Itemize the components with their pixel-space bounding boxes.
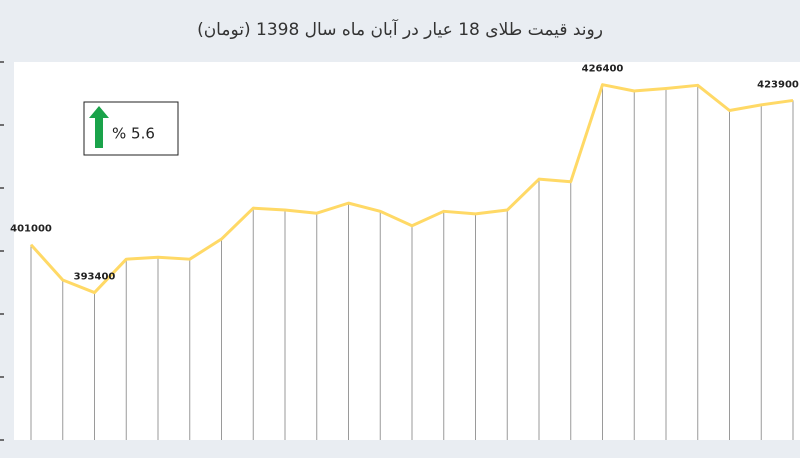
- change-box: % 5.6: [83, 101, 179, 156]
- data-label: 426400: [582, 64, 624, 75]
- data-label: 393400: [74, 272, 116, 283]
- chart-title: روند قیمت طلای 18 عیار در آبان ماه سال 1…: [197, 18, 603, 40]
- data-label: 401000: [10, 224, 52, 235]
- data-label: 423900: [757, 79, 799, 90]
- annotation: % 5.6: [112, 125, 155, 143]
- data-line: [29, 83, 794, 295]
- up-arrow: [89, 106, 109, 148]
